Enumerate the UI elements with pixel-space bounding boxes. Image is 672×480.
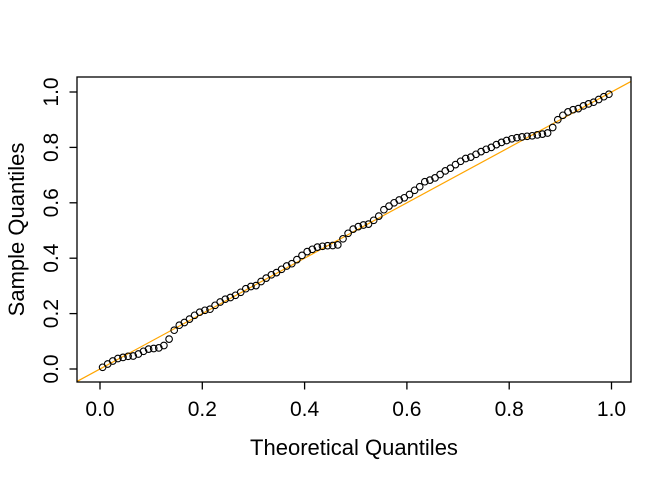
- data-point: [538, 130, 547, 138]
- data-point: [287, 259, 296, 268]
- data-point: [359, 221, 368, 229]
- data-point: [241, 284, 250, 293]
- data-point: [267, 270, 276, 279]
- data-point: [415, 182, 424, 191]
- data-point: [201, 306, 209, 315]
- data-point: [518, 133, 526, 141]
- x-tick-label: 1.0: [597, 398, 626, 421]
- data-point: [313, 243, 322, 251]
- data-point: [548, 123, 557, 132]
- data-point: [528, 131, 537, 140]
- data-point: [185, 315, 194, 323]
- data-point: [492, 140, 501, 149]
- y-tick-label: 0.2: [40, 299, 63, 328]
- data-point: [461, 154, 470, 163]
- y-axis-title: Sample Quantiles: [4, 143, 29, 317]
- data-point: [369, 216, 378, 225]
- data-point: [139, 347, 148, 356]
- data-point: [564, 108, 572, 116]
- data-point: [569, 105, 577, 114]
- data-point: [374, 212, 383, 220]
- reference-line: [76, 80, 632, 382]
- data-point: [124, 352, 132, 361]
- y-tick-label: 0.8: [40, 133, 63, 162]
- data-point: [436, 170, 444, 179]
- data-point: [502, 136, 511, 145]
- data-point: [252, 281, 260, 290]
- x-tick-label: 0.6: [392, 398, 421, 421]
- data-point: [170, 326, 179, 335]
- data-point: [579, 102, 588, 110]
- data-point: [323, 241, 332, 250]
- data-point: [410, 186, 419, 195]
- data-point: [236, 288, 245, 297]
- x-tick-label: 0.2: [188, 398, 217, 421]
- data-point: [533, 131, 542, 139]
- data-point: [395, 196, 404, 204]
- data-point: [247, 282, 255, 291]
- data-point: [339, 234, 347, 243]
- data-point: [426, 176, 434, 184]
- data-point: [165, 335, 173, 343]
- data-point: [144, 345, 153, 353]
- data-point: [553, 115, 562, 124]
- plot-border: [76, 76, 632, 383]
- data-point: [195, 308, 204, 317]
- data-point: [114, 354, 122, 363]
- data-point: [497, 138, 506, 147]
- data-point: [354, 222, 363, 231]
- y-tick-label: 0.4: [40, 243, 63, 273]
- data-point: [293, 255, 301, 264]
- data-point: [380, 205, 388, 214]
- data-point: [446, 164, 455, 173]
- data-point: [420, 177, 429, 186]
- data-point: [333, 241, 342, 249]
- x-axis-title: Theoretical Quantiles: [250, 435, 458, 460]
- data-point: [507, 134, 516, 143]
- data-point: [221, 295, 230, 304]
- data-point: [482, 145, 491, 154]
- plot-area: 0.0 0.2 0.4 0.6 0.8 1.0 0.0 0.2 0.4 0.6 0.8 1.0: [40, 76, 632, 421]
- data-point: [119, 353, 127, 362]
- data-point: [149, 344, 158, 353]
- data-point: [160, 341, 168, 350]
- data-point: [605, 90, 613, 99]
- data-point: [308, 245, 317, 254]
- data-point: [298, 251, 306, 260]
- data-point: [513, 133, 521, 142]
- x-tick-label: 0.8: [495, 398, 524, 421]
- data-point: [344, 229, 352, 238]
- data-point: [523, 132, 531, 141]
- y-tick-label: 0.0: [40, 354, 63, 383]
- data-point: [364, 220, 373, 228]
- x-tick-label: 0.4: [290, 398, 320, 421]
- data-point: [405, 190, 414, 199]
- data-point: [543, 129, 552, 137]
- y-tick-label: 1.0: [40, 77, 63, 106]
- data-point: [226, 293, 235, 302]
- data-point: [129, 352, 138, 360]
- data-point: [584, 100, 593, 108]
- data-point: [206, 305, 214, 314]
- y-tick-label: 0.6: [40, 188, 63, 217]
- data-point: [328, 241, 337, 250]
- x-tick-label: 0.0: [85, 398, 114, 421]
- data-point: [318, 242, 327, 251]
